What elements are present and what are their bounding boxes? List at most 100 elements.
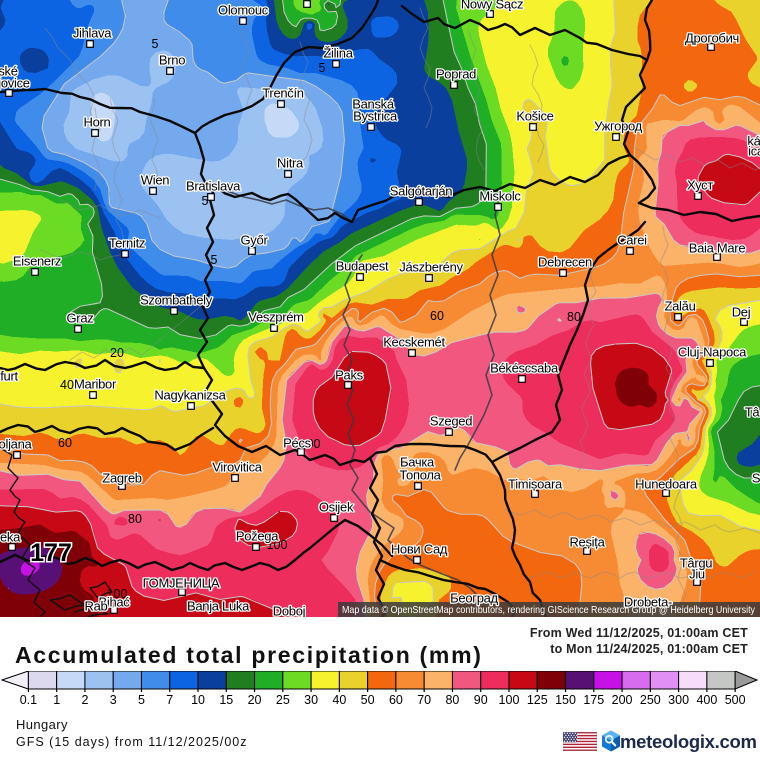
svg-text:125: 125: [527, 693, 548, 707]
svg-text:50: 50: [361, 693, 375, 707]
svg-text:Bystrica: Bystrica: [353, 109, 398, 124]
svg-text:250: 250: [640, 693, 661, 707]
svg-text:Doboj: Doboj: [273, 604, 306, 618]
svg-text:0.1: 0.1: [20, 693, 37, 707]
svg-text:200: 200: [612, 693, 633, 707]
svg-text:Топола: Топола: [399, 468, 441, 483]
svg-text:80: 80: [128, 512, 142, 526]
svg-text:jovice: jovice: [0, 76, 30, 91]
svg-text:Jihlava: Jihlava: [73, 26, 112, 41]
svg-text:Veszprém: Veszprém: [248, 310, 303, 325]
svg-text:10: 10: [191, 693, 205, 707]
svg-text:Banja Luka: Banja Luka: [187, 599, 250, 614]
svg-text:ica: ica: [748, 144, 760, 159]
svg-text:100: 100: [107, 587, 128, 601]
svg-text:177: 177: [30, 539, 72, 567]
svg-text:Bihać: Bihać: [98, 595, 130, 610]
svg-text:oljana: oljana: [0, 437, 33, 452]
svg-text:1: 1: [53, 693, 60, 707]
svg-text:Szeged: Szeged: [430, 414, 472, 429]
svg-text:Београд: Београд: [450, 591, 498, 606]
svg-text:Poprad: Poprad: [436, 67, 476, 82]
svg-text:Zagreb: Zagreb: [102, 471, 141, 486]
svg-text:Бачка: Бачка: [400, 455, 435, 470]
svg-text:Cluj-Napoca: Cluj-Napoca: [678, 345, 747, 360]
svg-text:furt: furt: [0, 369, 18, 384]
svg-text:60: 60: [389, 693, 403, 707]
svg-text:175: 175: [583, 693, 604, 707]
svg-text:3: 3: [110, 693, 117, 707]
svg-text:Bratislava: Bratislava: [186, 179, 241, 194]
svg-text:Хуст: Хуст: [687, 178, 713, 193]
svg-text:150: 150: [555, 693, 576, 707]
svg-text:Győr: Győr: [241, 233, 269, 248]
svg-text:70: 70: [417, 693, 431, 707]
svg-text:Békéscsaba: Békéscsaba: [490, 361, 559, 376]
svg-text:20: 20: [110, 346, 124, 360]
svg-text:Pécs: Pécs: [283, 436, 312, 451]
svg-text:5: 5: [211, 253, 218, 267]
svg-text:Carei: Carei: [617, 233, 647, 248]
svg-text:5: 5: [138, 693, 145, 707]
svg-text:Map data © OpenStreetMap contr: Map data © OpenStreetMap contributors, r…: [342, 605, 756, 616]
svg-text:2: 2: [81, 693, 88, 707]
svg-text:Timișoara: Timișoara: [508, 477, 563, 492]
svg-text:5: 5: [152, 37, 159, 51]
svg-text:100: 100: [499, 693, 520, 707]
svg-text:Nitra: Nitra: [277, 156, 304, 171]
svg-text:Žilina: Žilina: [323, 46, 353, 61]
svg-text:400: 400: [696, 693, 717, 707]
svg-text:Dej: Dej: [732, 305, 751, 320]
svg-text:15: 15: [219, 693, 233, 707]
svg-text:300: 300: [668, 693, 689, 707]
svg-text:Paks: Paks: [335, 368, 364, 383]
svg-text:60: 60: [430, 309, 444, 323]
svg-text:Kecskemét: Kecskemét: [383, 335, 445, 350]
svg-text:Brno: Brno: [159, 53, 185, 68]
svg-text:Drobeta-: Drobeta-: [624, 595, 672, 610]
svg-text:Maribor: Maribor: [74, 377, 117, 392]
svg-text:5: 5: [202, 194, 209, 208]
svg-text:Ужгород: Ужгород: [594, 119, 643, 134]
svg-text:Budapest: Budapest: [336, 259, 389, 274]
svg-text:20: 20: [248, 693, 262, 707]
svg-text:Szombathely: Szombathely: [140, 293, 213, 308]
svg-text:Нови Сад: Нови Сад: [391, 542, 448, 557]
svg-text:S: S: [752, 471, 760, 486]
svg-text:Debrecen: Debrecen: [538, 255, 592, 270]
svg-text:Virovitica: Virovitica: [212, 460, 263, 475]
svg-text:Târgu: Târgu: [680, 556, 713, 571]
svg-text:Salgótarján: Salgótarján: [390, 184, 453, 199]
svg-text:ká: ká: [747, 134, 760, 149]
svg-text:Reșița: Reșița: [569, 535, 605, 550]
svg-text:Nagykanizsa: Nagykanizsa: [154, 388, 226, 403]
svg-text:Horn: Horn: [84, 115, 111, 130]
svg-text:Požega: Požega: [236, 529, 279, 544]
svg-text:Miskolc: Miskolc: [479, 189, 521, 204]
svg-text:Tâ: Tâ: [745, 405, 760, 420]
svg-text:Hunedoara: Hunedoara: [635, 477, 698, 492]
svg-text:Graz: Graz: [67, 311, 94, 326]
svg-text:ské: ské: [0, 64, 18, 79]
svg-text:Zalău: Zalău: [664, 299, 695, 314]
svg-text:Дрогобич: Дрогобич: [685, 31, 739, 46]
svg-text:100: 100: [300, 437, 321, 451]
svg-text:25: 25: [276, 693, 290, 707]
svg-text:40: 40: [60, 378, 74, 392]
svg-text:5: 5: [319, 61, 326, 75]
svg-text:Nowy Sącz: Nowy Sącz: [461, 0, 523, 12]
svg-text:Baia Mare: Baia Mare: [689, 241, 746, 256]
svg-text:eka: eka: [0, 530, 21, 545]
svg-text:100: 100: [267, 538, 288, 552]
svg-text:Rab: Rab: [85, 599, 108, 614]
svg-text:40: 40: [332, 693, 346, 707]
svg-text:7: 7: [166, 693, 173, 707]
svg-text:Jiu: Jiu: [689, 567, 705, 582]
svg-text:Olomouc: Olomouc: [218, 3, 269, 18]
svg-text:Osijek: Osijek: [319, 500, 354, 515]
svg-text:80: 80: [567, 310, 581, 324]
svg-text:Eisenerz: Eisenerz: [13, 254, 61, 269]
svg-text:Ternitz: Ternitz: [109, 236, 145, 251]
svg-text:500: 500: [725, 693, 746, 707]
svg-text:ГОМЈЕНИЦА: ГОМЈЕНИЦА: [143, 576, 220, 591]
